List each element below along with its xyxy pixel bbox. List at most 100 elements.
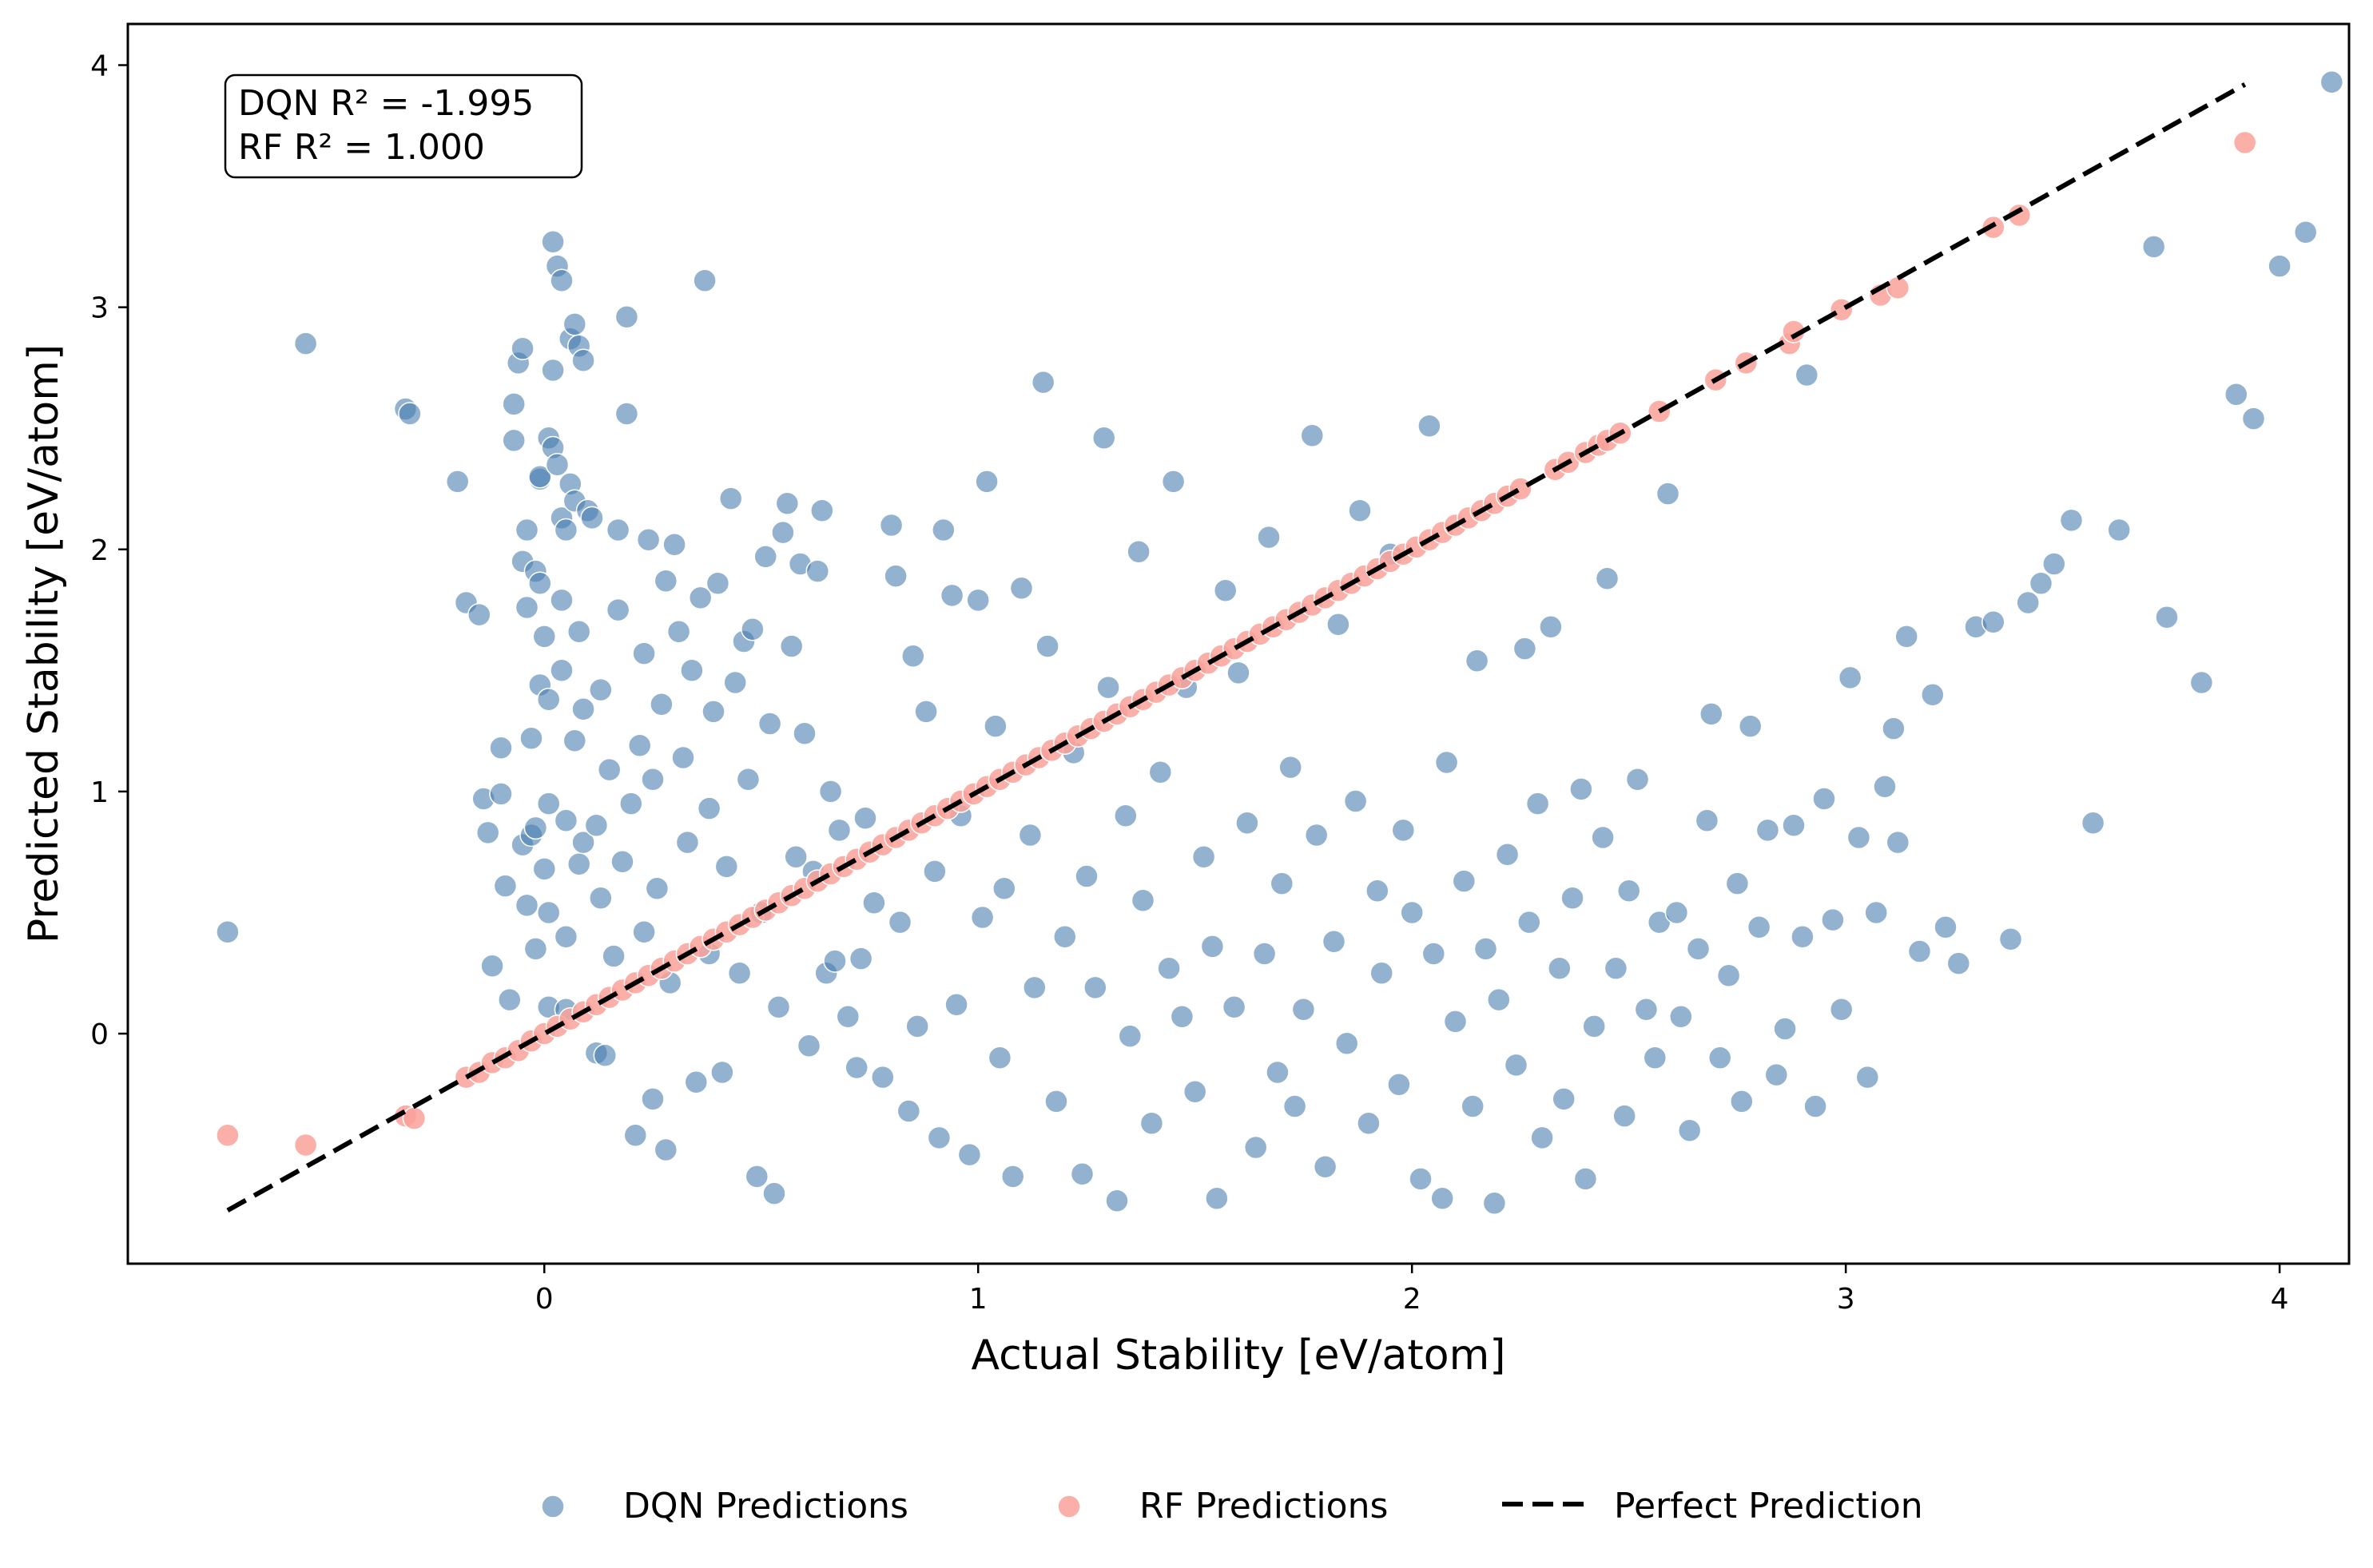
dqn-point [662,532,686,557]
y-tick-label: 3 [90,292,109,325]
dqn-point [1846,825,1871,850]
dqn-point [697,796,721,820]
legend-perfect-label: Perfect Prediction [1614,1486,1923,1526]
dqn-point [1461,1094,1485,1118]
dqn-point [2319,70,2344,94]
dqn-point [944,992,968,1017]
dqn-point [992,876,1016,900]
dqn-point [2059,508,2084,533]
dqn-point [710,1060,734,1085]
dqn-point [741,617,765,641]
dqn-point [671,745,695,770]
dqn-point [988,1046,1012,1070]
dqn-point [614,305,639,329]
dqn-point [706,571,730,595]
dqn-point [1443,1010,1468,1034]
dqn-point [602,944,626,968]
dqn-point [1091,426,1116,451]
dqn-point [2241,407,2266,431]
dqn-point [1127,540,1151,564]
dqn-point [498,987,522,1012]
dqn-point [571,697,595,721]
dqn-point [1560,886,1584,911]
dqn-point [771,520,795,545]
rf-point [1886,276,1910,300]
dqn-point [589,677,613,702]
dqn-point [1886,830,1910,855]
dqn-point [888,910,912,935]
dqn-point [1782,813,1806,838]
legend-dqn-marker [541,1495,565,1518]
dqn-point [589,886,613,911]
dqn-point [1803,1094,1827,1118]
dqn-point [1552,1087,1576,1111]
dqn-point [723,670,747,695]
dqn-point [489,736,513,760]
dqn-point [1707,1046,1732,1070]
dqn-point [1161,470,1186,494]
dqn-point [693,268,717,293]
dqn-point [1222,994,1246,1019]
dqn-point [762,1181,786,1205]
dqn-point [901,644,925,668]
dqn-point [536,687,561,712]
dqn-point [515,893,539,918]
dqn-point [1348,498,1372,523]
dqn-point [1821,907,1845,932]
dqn-point [523,816,548,840]
dqn-point [1504,1053,1528,1078]
dqn-point [684,1070,709,1094]
dqn-point [1226,661,1250,685]
dqn-point [984,714,1008,738]
dqn-point [1075,864,1099,888]
dqn-point [1170,1005,1194,1029]
dqn-point [797,1034,821,1058]
dqn-point [1434,750,1459,775]
dqn-point [2141,235,2166,259]
dqn-point [1083,975,1107,1000]
dqn-point [1582,1014,1606,1038]
dqn-point [532,625,557,649]
dqn-point [398,402,422,426]
dqn-point [1023,975,1047,1000]
dqn-point [1357,1111,1381,1135]
dqn-point [580,506,604,530]
dqn-point [554,808,578,833]
dqn-point [1044,1090,1068,1113]
dqn-point [1591,825,1615,850]
dqn-point [1191,845,1216,869]
dqn-point [515,595,539,620]
dqn-point [1548,956,1572,980]
dqn-point [550,268,574,293]
dqn-point [619,792,643,816]
dqn-point [1699,702,1723,726]
dqn-point [614,402,639,426]
dqn-point [1035,634,1059,658]
dqn-point [1864,900,1888,925]
dqn-point [849,947,873,971]
perfect-prediction-line [226,82,2247,1213]
dqn-point [779,634,804,658]
dqn-point [1252,942,1277,966]
dqn-point [1300,423,1325,448]
dqn-point [845,1055,869,1080]
dqn-point [515,518,539,542]
dqn-point [571,830,595,855]
dqn-point [1573,1167,1598,1191]
dqn-point [1873,775,1897,799]
rf-point [1508,477,1532,501]
dqn-point [566,852,591,876]
dqn-point [1183,1080,1207,1104]
dqn-point [541,358,565,383]
dqn-point [2224,383,2248,407]
dqn-point [1291,997,1316,1022]
dqn-point [1334,1031,1359,1055]
dqn-point [1157,956,1181,980]
dqn-point [1487,987,1511,1012]
dqn-point [1053,925,1077,949]
rf-point [2232,130,2257,155]
dqn-point [493,874,518,898]
dqn-point [519,726,543,750]
dqn-point [966,588,990,613]
dqn-point [718,486,743,510]
